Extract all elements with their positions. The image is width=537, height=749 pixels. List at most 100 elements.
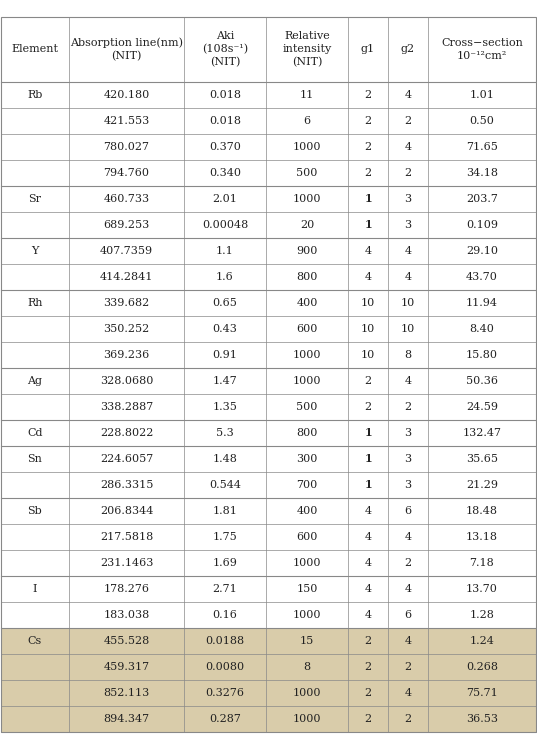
Text: 460.733: 460.733 — [104, 194, 150, 204]
Bar — [1, 316, 536, 342]
Text: 132.47: 132.47 — [462, 428, 502, 438]
Text: 3: 3 — [404, 194, 411, 204]
Text: 894.347: 894.347 — [104, 714, 150, 724]
Text: 1000: 1000 — [293, 376, 321, 386]
Text: 4: 4 — [404, 584, 411, 594]
Text: 2: 2 — [365, 402, 372, 412]
Text: Sb: Sb — [27, 506, 42, 516]
Text: 900: 900 — [296, 246, 318, 256]
Text: 0.018: 0.018 — [209, 116, 241, 126]
Text: 0.65: 0.65 — [213, 298, 237, 308]
Bar — [1, 108, 536, 134]
Text: 34.18: 34.18 — [466, 168, 498, 178]
Text: 4: 4 — [365, 272, 372, 282]
Text: 0.544: 0.544 — [209, 480, 241, 490]
Bar — [1, 290, 536, 316]
Text: 2.01: 2.01 — [213, 194, 237, 204]
Text: 600: 600 — [296, 532, 318, 542]
Text: 4: 4 — [404, 636, 411, 646]
Text: Ag: Ag — [27, 376, 42, 386]
Text: 4: 4 — [365, 506, 372, 516]
Text: 36.53: 36.53 — [466, 714, 498, 724]
Text: 407.7359: 407.7359 — [100, 246, 153, 256]
Text: 0.287: 0.287 — [209, 714, 241, 724]
Text: 3: 3 — [404, 454, 411, 464]
Bar — [1, 654, 536, 680]
Text: 4: 4 — [404, 376, 411, 386]
Text: 2: 2 — [365, 90, 372, 100]
Text: 2: 2 — [365, 688, 372, 698]
Text: 338.2887: 338.2887 — [100, 402, 153, 412]
Text: 369.236: 369.236 — [104, 350, 150, 360]
Text: 1.47: 1.47 — [213, 376, 237, 386]
Bar — [1, 212, 536, 238]
Text: 217.5818: 217.5818 — [100, 532, 153, 542]
Text: 150: 150 — [296, 584, 318, 594]
Text: 206.8344: 206.8344 — [100, 506, 153, 516]
Text: 15: 15 — [300, 636, 314, 646]
Text: 1.1: 1.1 — [216, 246, 234, 256]
Text: 178.276: 178.276 — [104, 584, 149, 594]
Text: 2: 2 — [365, 116, 372, 126]
Text: 0.43: 0.43 — [213, 324, 237, 334]
Text: 1.48: 1.48 — [213, 454, 237, 464]
Bar — [1, 160, 536, 186]
Bar — [1, 82, 536, 108]
Bar — [1, 472, 536, 498]
Text: 11.94: 11.94 — [466, 298, 498, 308]
Text: 1000: 1000 — [293, 194, 321, 204]
Text: Sn: Sn — [27, 454, 42, 464]
Text: 459.317: 459.317 — [104, 662, 150, 672]
Text: 780.027: 780.027 — [104, 142, 149, 152]
Text: 794.760: 794.760 — [104, 168, 149, 178]
Text: 2: 2 — [365, 142, 372, 152]
Text: I: I — [33, 584, 37, 594]
Text: 2: 2 — [365, 376, 372, 386]
Text: 1000: 1000 — [293, 142, 321, 152]
Text: 2: 2 — [365, 662, 372, 672]
Text: 2: 2 — [404, 168, 411, 178]
Text: 6: 6 — [303, 116, 310, 126]
Text: 2: 2 — [404, 714, 411, 724]
Text: 0.50: 0.50 — [469, 116, 495, 126]
Text: 24.59: 24.59 — [466, 402, 498, 412]
Text: 4: 4 — [404, 142, 411, 152]
Text: 0.0080: 0.0080 — [206, 662, 244, 672]
Bar — [1, 524, 536, 550]
Text: 4: 4 — [365, 246, 372, 256]
Text: 1000: 1000 — [293, 610, 321, 620]
Bar — [1, 628, 536, 654]
Text: 71.65: 71.65 — [466, 142, 498, 152]
Text: 400: 400 — [296, 298, 318, 308]
Text: 455.528: 455.528 — [104, 636, 150, 646]
Text: 21.29: 21.29 — [466, 480, 498, 490]
Bar — [1, 420, 536, 446]
Text: 10: 10 — [361, 324, 375, 334]
Bar — [1, 134, 536, 160]
Text: 2: 2 — [365, 714, 372, 724]
Text: 2.71: 2.71 — [213, 584, 237, 594]
Text: 300: 300 — [296, 454, 318, 464]
Bar — [1, 264, 536, 290]
Text: 1.75: 1.75 — [213, 532, 237, 542]
Text: 500: 500 — [296, 402, 318, 412]
Text: 224.6057: 224.6057 — [100, 454, 153, 464]
Text: 1: 1 — [364, 193, 372, 204]
Text: 7.18: 7.18 — [470, 558, 495, 568]
Text: 8: 8 — [404, 350, 411, 360]
Text: 228.8022: 228.8022 — [100, 428, 153, 438]
Text: 0.370: 0.370 — [209, 142, 241, 152]
Text: 2: 2 — [365, 168, 372, 178]
Text: 6: 6 — [404, 506, 411, 516]
Text: 1000: 1000 — [293, 350, 321, 360]
Text: 20: 20 — [300, 220, 314, 230]
Text: 50.36: 50.36 — [466, 376, 498, 386]
Text: 5.3: 5.3 — [216, 428, 234, 438]
Text: 18.48: 18.48 — [466, 506, 498, 516]
Text: Relative
intensity
(NIT): Relative intensity (NIT) — [282, 31, 332, 67]
Text: 420.180: 420.180 — [104, 90, 150, 100]
Text: 10: 10 — [361, 350, 375, 360]
Bar — [1, 602, 536, 628]
Text: Cross−section
10⁻¹²cm²: Cross−section 10⁻¹²cm² — [441, 38, 523, 61]
Bar — [1, 368, 536, 394]
